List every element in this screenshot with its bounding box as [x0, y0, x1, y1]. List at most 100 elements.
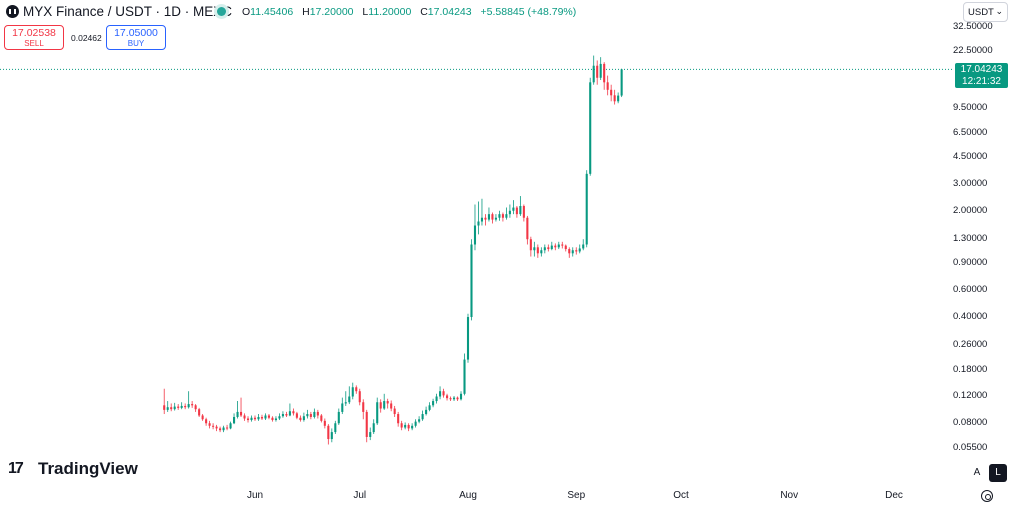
candle-body [414, 421, 417, 426]
candle [522, 204, 525, 222]
candle-body [561, 244, 564, 246]
candle [372, 419, 375, 434]
price-axis-label: 0.90000 [953, 257, 988, 269]
candle [246, 416, 250, 423]
candle-body [418, 419, 421, 422]
time-axis-label: Nov [780, 490, 799, 501]
candle-body [180, 405, 183, 408]
candle [397, 411, 400, 427]
candle-body [508, 210, 511, 215]
candle-body [212, 425, 215, 427]
candle-body [393, 408, 396, 415]
candle [592, 55, 595, 85]
candle-body [198, 409, 201, 416]
candle [515, 206, 518, 218]
candle-body [229, 423, 232, 429]
sell-button[interactable]: 17.02538 SELL [4, 25, 64, 50]
candle-body [432, 401, 435, 406]
candle-body [498, 214, 501, 218]
candle [540, 247, 543, 257]
candle [215, 424, 218, 432]
log-scale-button[interactable]: L [989, 464, 1007, 482]
low-value: 11.20000 [368, 6, 412, 18]
candle [316, 409, 319, 419]
candle-body [526, 217, 529, 240]
candle-body [219, 428, 222, 431]
candle [393, 405, 396, 417]
candle [564, 244, 567, 252]
candle [554, 243, 557, 251]
candle-body [529, 239, 532, 251]
candle-body [435, 396, 438, 402]
candle-body [236, 411, 239, 417]
symbol-title[interactable]: MYX Finance / USDT · 1D · MEXC [23, 4, 233, 19]
candle [365, 409, 368, 443]
candle [428, 402, 431, 412]
price-axis-label: 2.00000 [953, 204, 988, 216]
candle [358, 388, 361, 406]
candle [620, 68, 623, 98]
candle-body [233, 416, 236, 424]
candle [526, 215, 529, 245]
candle-body [292, 411, 295, 414]
currency-select[interactable]: USDT ⌄ [963, 2, 1008, 22]
candle-body [512, 207, 515, 211]
candle [212, 423, 215, 430]
candle [617, 92, 620, 104]
candle [603, 62, 606, 90]
candle-body [390, 403, 393, 409]
price-axis-label: 0.05500 [953, 442, 988, 453]
candle [281, 411, 284, 418]
settings-icon[interactable] [981, 490, 993, 502]
candle [295, 411, 298, 420]
candle-body [439, 391, 442, 397]
candle-body [477, 221, 480, 226]
candle [348, 386, 351, 405]
candle-body [337, 411, 340, 424]
candle [585, 170, 588, 248]
candle-body [599, 63, 602, 78]
candle [233, 413, 236, 425]
candle-body [519, 206, 522, 215]
candle-body [173, 406, 176, 410]
high-value: 17.20000 [309, 6, 354, 18]
candle-body [299, 417, 302, 421]
market-open-status-icon[interactable] [217, 7, 226, 16]
candle [386, 398, 389, 409]
candle-body [177, 406, 180, 408]
candle-body [442, 391, 445, 396]
candle [264, 413, 267, 421]
candle-body [327, 425, 330, 440]
candle-body [494, 217, 497, 220]
candle [320, 414, 323, 423]
candle [327, 424, 330, 445]
candle [306, 409, 309, 419]
candle [582, 239, 585, 251]
candle [222, 425, 225, 433]
candle [341, 397, 344, 415]
candle-body [582, 244, 585, 249]
candle-body [487, 214, 490, 220]
price-axis-label: 0.18000 [953, 363, 988, 375]
candle [599, 57, 602, 81]
candle [449, 396, 452, 402]
candle-body [316, 411, 319, 416]
candle-body [452, 397, 456, 400]
price-axis-label: 32.50000 [953, 20, 993, 32]
candle-body [383, 401, 386, 409]
candle-body [449, 398, 452, 400]
candle-body [592, 65, 595, 83]
candle [470, 239, 473, 321]
candle [334, 420, 337, 434]
candle [418, 416, 421, 424]
high-key: H [302, 6, 310, 18]
candle [184, 403, 187, 410]
last-price-tag: 17.04243 12:21:32 [955, 63, 1008, 88]
auto-scale-button[interactable]: A [968, 464, 986, 482]
buy-button[interactable]: 17.05000 BUY [106, 25, 166, 50]
candle-body [288, 411, 291, 416]
price-axis-label: 9.50000 [953, 101, 988, 113]
candle-body [557, 244, 560, 248]
candle-body [484, 217, 487, 220]
